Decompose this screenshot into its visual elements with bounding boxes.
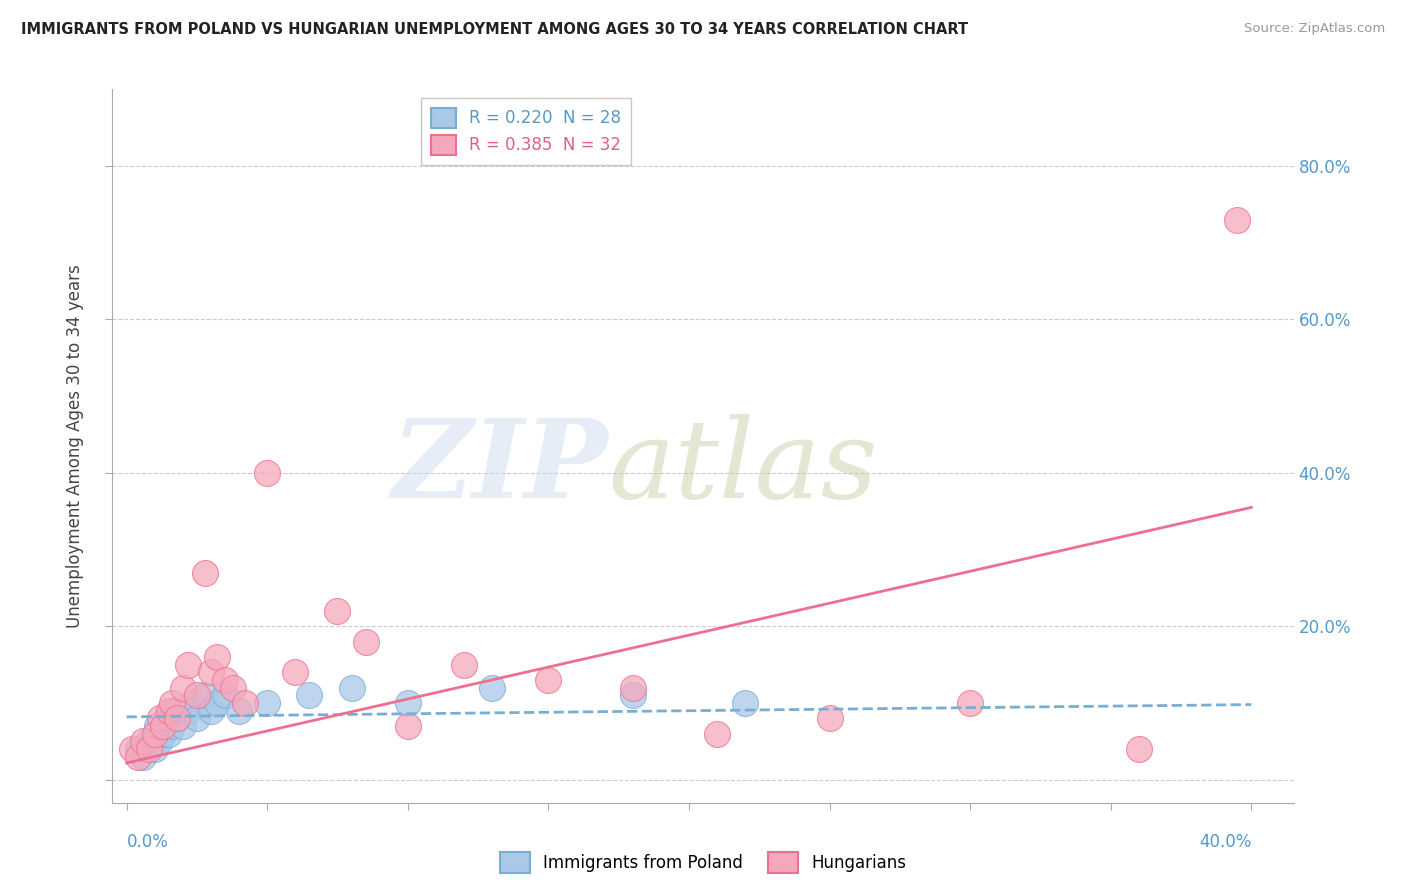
Point: [180, 696, 202, 710]
Point: [298, 689, 321, 703]
Point: [152, 719, 174, 733]
Point: [481, 681, 503, 695]
Text: IMMIGRANTS FROM POLAND VS HUNGARIAN UNEMPLOYMENT AMONG AGES 30 TO 34 YEARS CORRE: IMMIGRANTS FROM POLAND VS HUNGARIAN UNEM…: [21, 22, 969, 37]
Point: [256, 696, 278, 710]
Point: [340, 681, 363, 695]
Point: [155, 711, 177, 725]
Point: [160, 696, 183, 710]
Point: [214, 689, 236, 703]
Point: [396, 719, 419, 733]
Point: [149, 711, 172, 725]
Point: [177, 657, 200, 672]
Point: [138, 734, 160, 748]
Point: [1226, 212, 1249, 227]
Point: [621, 681, 644, 695]
Point: [160, 719, 183, 733]
Point: [1128, 742, 1150, 756]
Point: [233, 696, 256, 710]
Point: [157, 704, 180, 718]
Point: [205, 696, 228, 710]
Point: [121, 742, 143, 756]
Text: 0.0%: 0.0%: [127, 833, 169, 851]
Point: [157, 727, 180, 741]
Point: [396, 696, 419, 710]
Point: [132, 734, 155, 748]
Point: [172, 719, 194, 733]
Point: [621, 689, 644, 703]
Point: [143, 742, 166, 756]
Point: [200, 704, 222, 718]
Text: atlas: atlas: [609, 414, 879, 521]
Point: [284, 665, 307, 680]
Point: [146, 719, 169, 733]
Point: [166, 711, 188, 725]
Point: [194, 566, 217, 580]
Point: [354, 634, 377, 648]
Point: [537, 673, 560, 687]
Point: [186, 689, 208, 703]
Point: [127, 749, 149, 764]
Point: [163, 704, 186, 718]
Point: [706, 727, 728, 741]
Point: [214, 673, 236, 687]
Text: 40.0%: 40.0%: [1199, 833, 1251, 851]
Point: [186, 711, 208, 725]
Point: [326, 604, 349, 618]
Point: [959, 696, 981, 710]
Legend: Immigrants from Poland, Hungarians: Immigrants from Poland, Hungarians: [494, 846, 912, 880]
Point: [138, 742, 160, 756]
Point: [734, 696, 756, 710]
Point: [194, 689, 217, 703]
Legend: R = 0.220  N = 28, R = 0.385  N = 32: R = 0.220 N = 28, R = 0.385 N = 32: [420, 97, 631, 165]
Point: [127, 742, 149, 756]
Point: [132, 749, 155, 764]
Point: [143, 727, 166, 741]
Point: [200, 665, 222, 680]
Point: [172, 681, 194, 695]
Point: [222, 681, 245, 695]
Point: [177, 704, 200, 718]
Point: [166, 711, 188, 725]
Y-axis label: Unemployment Among Ages 30 to 34 years: Unemployment Among Ages 30 to 34 years: [66, 264, 84, 628]
Text: ZIP: ZIP: [392, 414, 609, 521]
Point: [149, 734, 172, 748]
Point: [228, 704, 250, 718]
Point: [205, 650, 228, 665]
Text: Source: ZipAtlas.com: Source: ZipAtlas.com: [1244, 22, 1385, 36]
Point: [256, 466, 278, 480]
Point: [453, 657, 475, 672]
Point: [152, 727, 174, 741]
Point: [818, 711, 841, 725]
